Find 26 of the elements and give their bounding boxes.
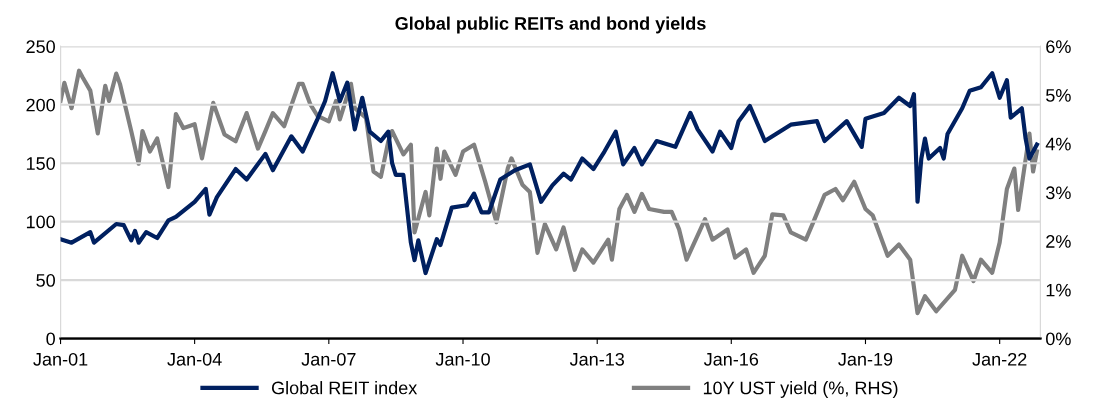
y2-tick-label: 6% bbox=[1046, 40, 1071, 54]
chart-title: Global public REITs and bond yields bbox=[395, 16, 706, 34]
line-series bbox=[60, 71, 1039, 276]
y-tick-label: 50 bbox=[36, 274, 55, 287]
x-tick-label: Jan-10 bbox=[435, 352, 490, 366]
y2-tick-label: 2% bbox=[1046, 235, 1071, 248]
legend-label: Global REIT index bbox=[271, 381, 418, 395]
line-series bbox=[60, 68, 1039, 316]
x-tick-label: Jan-16 bbox=[703, 352, 759, 366]
y2-tick-label: 4% bbox=[1045, 137, 1071, 151]
y-tick-label: 100 bbox=[26, 215, 55, 229]
y2-tick-label: 3% bbox=[1045, 186, 1071, 200]
x-tick-label: Jan-07 bbox=[301, 352, 356, 366]
x-tick-label: Jan-19 bbox=[838, 352, 893, 366]
y-tick-label: 0 bbox=[46, 332, 55, 346]
y-tick-label: 200 bbox=[26, 98, 55, 112]
y-tick-label: 150 bbox=[26, 157, 55, 170]
x-tick-label: Jan-04 bbox=[167, 352, 222, 366]
y2-tick-label: 1% bbox=[1046, 283, 1071, 297]
y-tick-label: 250 bbox=[26, 40, 55, 54]
x-tick-label: Jan-22 bbox=[972, 352, 1027, 366]
legend-label: 10Y UST yield (%, RHS) bbox=[703, 381, 898, 398]
y2-tick-label: 0% bbox=[1046, 332, 1071, 346]
x-tick-label: Jan-13 bbox=[569, 352, 625, 366]
x-tick-label: Jan-01 bbox=[33, 352, 88, 366]
y2-tick-label: 5% bbox=[1046, 89, 1071, 102]
